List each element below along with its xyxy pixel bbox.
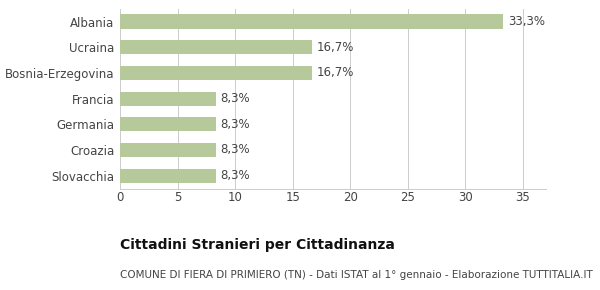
Text: 8,3%: 8,3% [220, 144, 250, 157]
Text: COMUNE DI FIERA DI PRIMIERO (TN) - Dati ISTAT al 1° gennaio - Elaborazione TUTTI: COMUNE DI FIERA DI PRIMIERO (TN) - Dati … [120, 270, 593, 280]
Bar [120, 66, 312, 80]
Bar [120, 143, 215, 157]
Text: Cittadini Stranieri per Cittadinanza: Cittadini Stranieri per Cittadinanza [120, 238, 395, 252]
Bar [120, 117, 215, 131]
Bar [120, 92, 215, 106]
Text: 8,3%: 8,3% [220, 169, 250, 182]
Bar [120, 14, 503, 29]
Text: 33,3%: 33,3% [508, 15, 545, 28]
Bar [120, 168, 215, 183]
Text: 8,3%: 8,3% [220, 92, 250, 105]
Bar [120, 40, 312, 54]
Text: 8,3%: 8,3% [220, 118, 250, 131]
Text: 16,7%: 16,7% [317, 66, 354, 79]
Text: 16,7%: 16,7% [317, 41, 354, 54]
